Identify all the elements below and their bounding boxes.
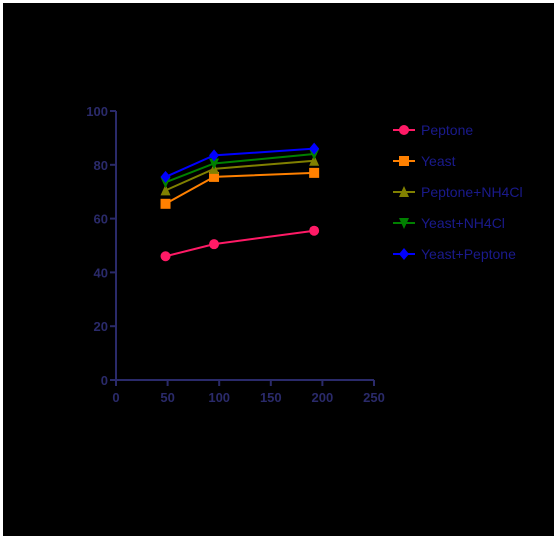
data-point <box>309 225 320 236</box>
x-tick-label: 50 <box>160 390 174 405</box>
legend-marker <box>399 156 409 166</box>
series-yeast-peptone <box>160 142 320 183</box>
x-tick-label: 150 <box>260 390 282 405</box>
legend-item: Yeast+NH4Cl <box>393 215 505 231</box>
data-point <box>209 158 220 170</box>
data-point <box>160 184 171 196</box>
x-tick-label: 250 <box>363 390 385 405</box>
y-tick-label: 60 <box>94 212 108 227</box>
data-point <box>309 154 320 166</box>
data-point <box>209 239 220 250</box>
legend-marker <box>399 248 409 260</box>
y-tick-label: 80 <box>94 158 108 173</box>
y-tick-label: 20 <box>94 319 108 334</box>
data-point <box>160 251 171 262</box>
legend-item: Yeast+Peptone <box>393 246 516 262</box>
series-line <box>165 153 315 184</box>
legend-item: Peptone+NH4Cl <box>393 184 523 200</box>
legend-marker <box>399 125 409 135</box>
line-chart: 0 20 40 60 80 100 0 50 100 150 200 250 Peptone Yeast… <box>86 104 523 405</box>
series-line <box>165 229 315 258</box>
legend-item: Peptone <box>393 122 473 138</box>
legend-label: Yeast+NH4Cl <box>421 215 505 231</box>
data-point <box>309 142 320 155</box>
series-peptone <box>160 225 320 262</box>
y-tick-label: 0 <box>101 373 108 388</box>
x-tick-label: 0 <box>112 390 119 405</box>
legend-item: Yeast <box>393 153 456 169</box>
y-tick-label: 40 <box>94 265 108 280</box>
legend-label: Peptone+NH4Cl <box>421 184 523 200</box>
series-yeast <box>160 167 320 209</box>
data-point <box>309 167 320 178</box>
legend-label: Yeast+Peptone <box>421 246 516 262</box>
legend-marker <box>399 218 409 229</box>
legend-label: Yeast <box>421 153 456 169</box>
series-line <box>165 171 315 205</box>
data-point <box>160 198 171 209</box>
axes: 0 20 40 60 80 100 0 50 100 150 200 250 <box>86 104 385 405</box>
x-tick-label: 100 <box>208 390 230 405</box>
y-tick-label: 100 <box>86 104 108 119</box>
data-point <box>160 170 171 183</box>
x-tick-label: 200 <box>312 390 334 405</box>
legend-marker <box>399 186 409 197</box>
series-layer <box>160 142 320 262</box>
data-point <box>209 149 220 162</box>
data-point <box>209 171 220 182</box>
legend-label: Peptone <box>421 122 473 138</box>
legend: Peptone Yeast Peptone+NH4Cl Yeast+NH4Cl Yeas… <box>393 122 523 262</box>
chart-background: 0 20 40 60 80 100 0 50 100 150 200 250 Peptone Yeast… <box>3 3 554 536</box>
